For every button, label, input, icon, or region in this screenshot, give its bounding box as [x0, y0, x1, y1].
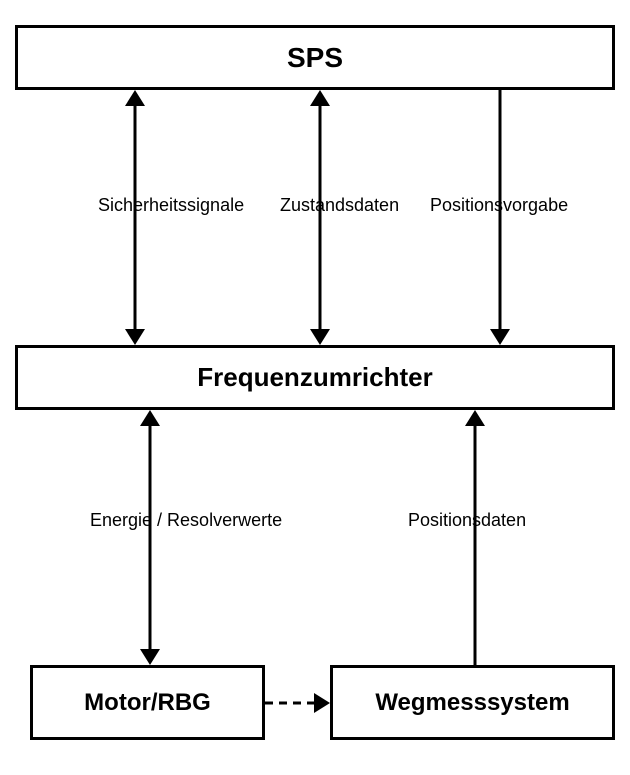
node-wegmesssystem: Wegmesssystem [330, 665, 615, 740]
node-frequenzumrichter: Frequenzumrichter [15, 345, 615, 410]
edge-positionsdaten-label: Positionsdaten [408, 510, 526, 531]
node-sps: SPS [15, 25, 615, 90]
edge-energie-resolver-label: Energie / Resolverwerte [90, 510, 282, 531]
node-frequenzumrichter-label: Frequenzumrichter [197, 362, 433, 393]
node-wegmesssystem-label: Wegmesssystem [375, 689, 569, 717]
node-motor-rbg-label: Motor/RBG [84, 689, 211, 717]
edge-zustandsdaten-label: Zustandsdaten [280, 195, 399, 216]
node-sps-label: SPS [287, 42, 343, 74]
edge-positionsvorgabe-label: Positionsvorgabe [430, 195, 568, 216]
edge-sicherheitssignale-label: Sicherheitssignale [98, 195, 244, 216]
node-motor-rbg: Motor/RBG [30, 665, 265, 740]
